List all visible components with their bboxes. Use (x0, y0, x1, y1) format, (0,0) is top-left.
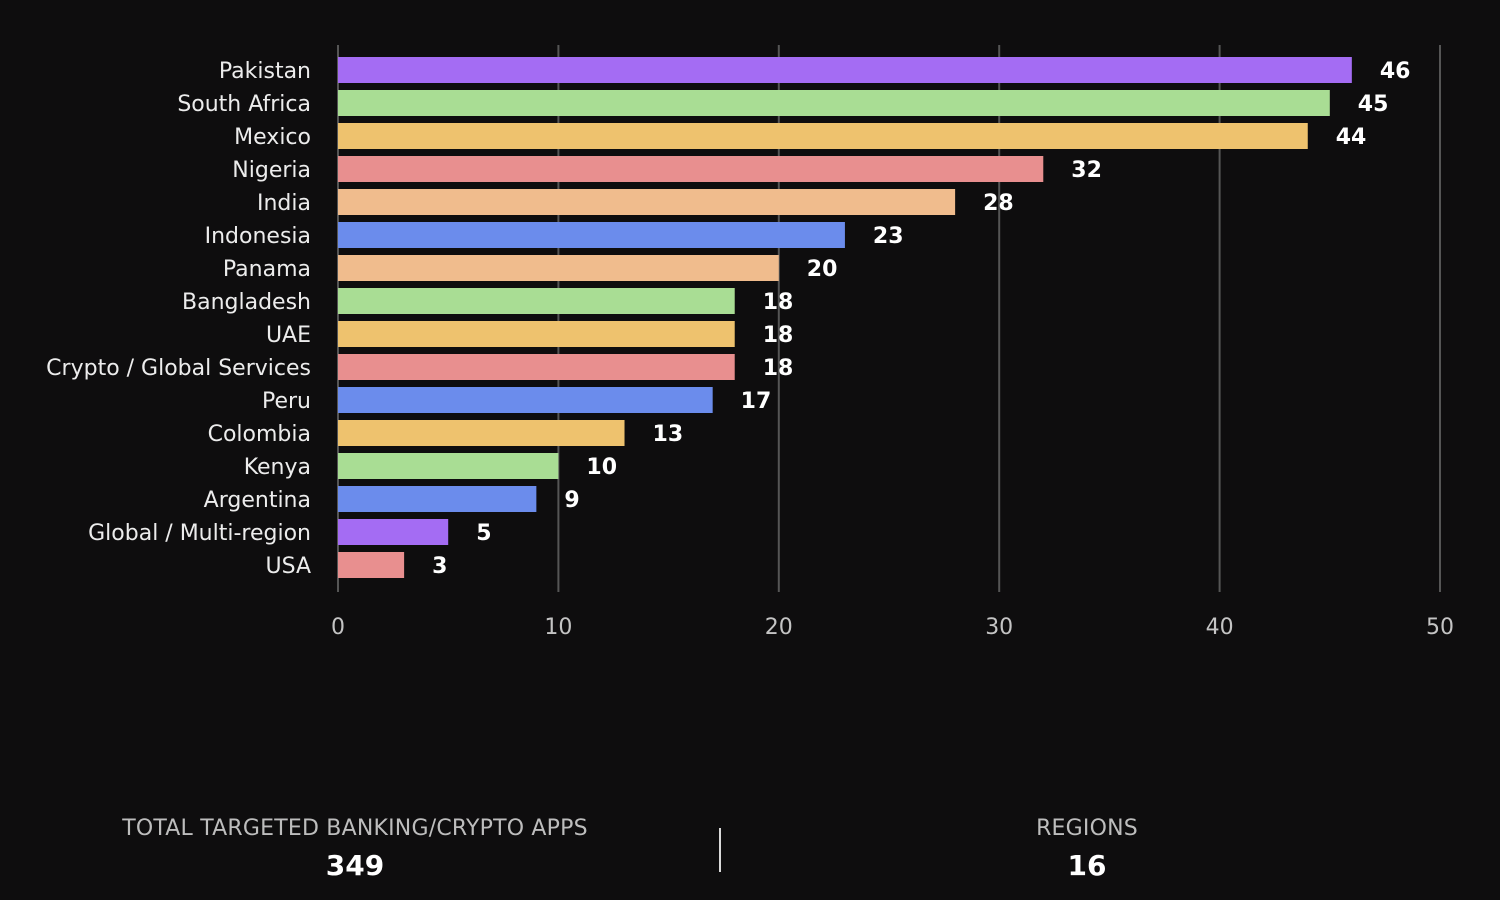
bar (338, 222, 845, 248)
value-label: 23 (873, 224, 904, 249)
value-label: 45 (1358, 92, 1389, 117)
value-label: 9 (564, 488, 579, 513)
x-tick-label: 0 (331, 615, 345, 640)
bar (338, 156, 1044, 182)
bar (338, 486, 537, 512)
category-label: Nigeria (232, 158, 311, 183)
value-label: 3 (432, 554, 447, 579)
value-label: 18 (763, 290, 794, 315)
x-tick-label: 20 (765, 615, 793, 640)
bars (338, 57, 1352, 578)
category-label: USA (265, 554, 311, 579)
bar (338, 387, 713, 413)
x-tick-label: 50 (1426, 615, 1454, 640)
total-apps-value: 349 (325, 849, 385, 882)
bar (338, 90, 1330, 116)
bar (338, 552, 405, 578)
category-label: Bangladesh (182, 290, 311, 315)
category-label: UAE (266, 323, 311, 348)
category-label: Colombia (208, 422, 311, 447)
regions-value: 16 (1067, 849, 1107, 882)
category-label: Peru (262, 389, 311, 414)
value-label: 13 (653, 422, 684, 447)
category-label: Argentina (204, 488, 311, 513)
category-label: India (257, 191, 311, 216)
category-label: Kenya (244, 455, 311, 480)
x-tick-label: 10 (544, 615, 572, 640)
regions-stat: REGIONS 16 (987, 816, 1187, 882)
value-labels: 46 45 44 32 28 23 20 18 18 18 17 13 10 9 5 3 (432, 59, 1410, 579)
category-labels: Pakistan South Africa Mexico Nigeria India In… (46, 59, 311, 579)
category-label: Pakistan (219, 59, 311, 84)
value-label: 44 (1336, 125, 1367, 150)
x-tick-label: 30 (985, 615, 1013, 640)
bar (338, 420, 625, 446)
value-label: 20 (807, 257, 838, 282)
bar (338, 255, 779, 281)
category-label: Indonesia (205, 224, 311, 249)
bar (338, 123, 1308, 149)
value-label: 10 (586, 455, 617, 480)
bar (338, 189, 956, 215)
category-label: Panama (223, 257, 311, 282)
bar (338, 288, 735, 314)
bar (338, 57, 1352, 83)
stats-divider (719, 828, 721, 872)
value-label: 17 (741, 389, 772, 414)
category-label: Mexico (234, 125, 311, 150)
category-label: South Africa (177, 92, 311, 117)
value-label: 32 (1071, 158, 1102, 183)
total-apps-stat: TOTAL TARGETED BANKING/CRYPTO APPS 349 (90, 816, 620, 882)
x-tick-label: 40 (1206, 615, 1234, 640)
category-label: Global / Multi-region (88, 521, 311, 546)
bar (338, 354, 735, 380)
bar (338, 519, 449, 545)
regions-label: REGIONS (1036, 816, 1138, 841)
value-label: 46 (1380, 59, 1411, 84)
value-label: 5 (476, 521, 491, 546)
value-label: 28 (983, 191, 1014, 216)
x-axis-ticks: 0 10 20 30 40 50 (331, 615, 1454, 640)
bar (338, 321, 735, 347)
value-label: 18 (763, 323, 794, 348)
bar-chart: Pakistan South Africa Mexico Nigeria India In… (46, 45, 1454, 640)
category-label: Crypto / Global Services (46, 356, 311, 381)
summary-stats: TOTAL TARGETED BANKING/CRYPTO APPS 349 R… (0, 800, 1500, 900)
bar (338, 453, 559, 479)
total-apps-label: TOTAL TARGETED BANKING/CRYPTO APPS (122, 816, 588, 841)
value-label: 18 (763, 356, 794, 381)
